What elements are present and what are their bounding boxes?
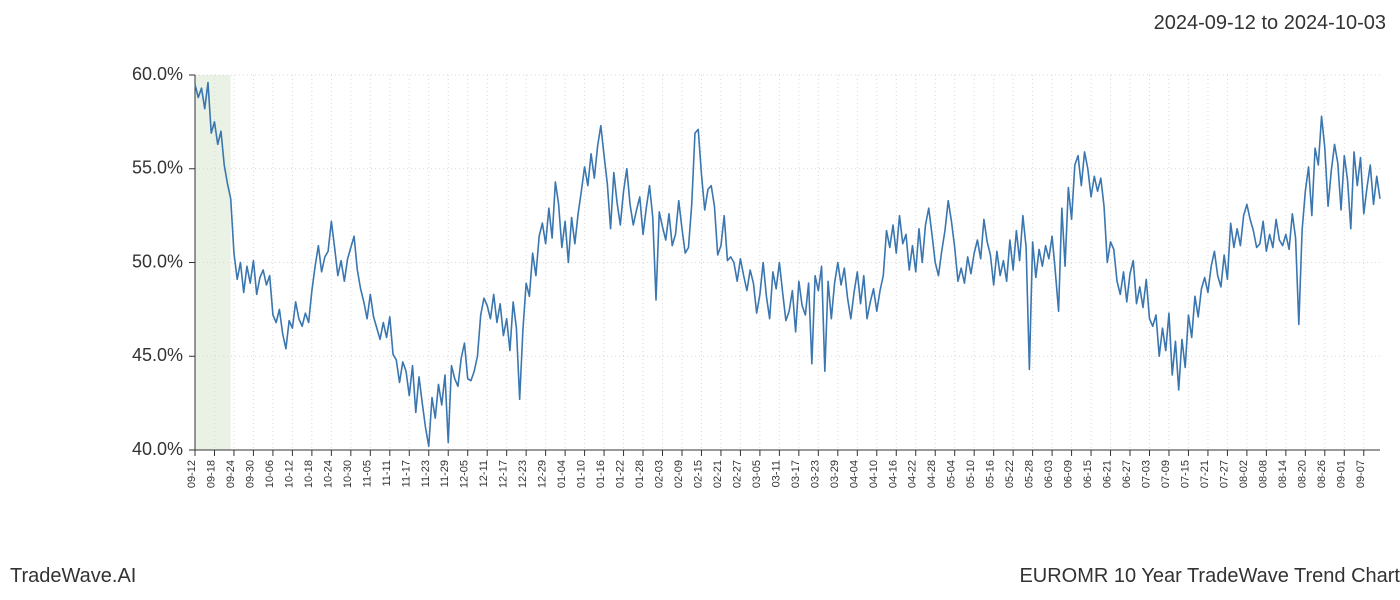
date-range-label: 2024-09-12 to 2024-10-03	[1154, 12, 1386, 35]
svg-text:08-02: 08-02	[1238, 460, 1250, 488]
svg-text:07-03: 07-03	[1140, 460, 1152, 488]
svg-text:08-20: 08-20	[1296, 460, 1308, 488]
svg-text:08-14: 08-14	[1277, 460, 1289, 488]
svg-text:10-30: 10-30	[342, 460, 354, 488]
svg-text:11-29: 11-29	[439, 460, 451, 487]
svg-text:04-04: 04-04	[848, 460, 860, 488]
svg-text:55.0%: 55.0%	[132, 158, 183, 178]
svg-text:09-24: 09-24	[225, 460, 237, 488]
svg-text:05-22: 05-22	[1004, 460, 1016, 488]
svg-text:11-17: 11-17	[400, 460, 412, 487]
svg-text:05-16: 05-16	[985, 460, 997, 488]
svg-text:04-16: 04-16	[887, 460, 899, 488]
svg-text:06-15: 06-15	[1082, 460, 1094, 488]
svg-text:45.0%: 45.0%	[132, 345, 183, 365]
svg-text:40.0%: 40.0%	[132, 439, 183, 459]
svg-text:10-06: 10-06	[264, 460, 276, 488]
svg-text:12-23: 12-23	[517, 460, 529, 488]
svg-text:11-05: 11-05	[361, 460, 373, 487]
svg-text:09-30: 09-30	[244, 460, 256, 488]
svg-text:04-28: 04-28	[926, 460, 938, 488]
svg-text:04-22: 04-22	[907, 460, 919, 488]
svg-text:06-09: 06-09	[1063, 460, 1075, 488]
svg-text:02-15: 02-15	[692, 460, 704, 488]
svg-text:06-03: 06-03	[1043, 460, 1055, 488]
svg-text:01-22: 01-22	[615, 460, 627, 488]
svg-text:12-29: 12-29	[537, 460, 549, 488]
svg-text:01-04: 01-04	[556, 460, 568, 488]
svg-text:01-28: 01-28	[634, 460, 646, 488]
svg-text:08-26: 08-26	[1316, 460, 1328, 488]
svg-text:11-23: 11-23	[420, 460, 432, 487]
svg-text:07-27: 07-27	[1218, 460, 1230, 488]
svg-text:06-21: 06-21	[1102, 460, 1114, 488]
svg-text:02-09: 02-09	[673, 460, 685, 488]
svg-text:09-01: 09-01	[1335, 460, 1347, 488]
svg-text:02-27: 02-27	[731, 460, 743, 488]
svg-text:09-07: 09-07	[1355, 460, 1367, 488]
svg-text:05-28: 05-28	[1024, 460, 1036, 488]
svg-text:02-21: 02-21	[712, 460, 724, 488]
svg-text:11-11: 11-11	[381, 460, 393, 487]
svg-text:01-10: 01-10	[576, 460, 588, 488]
brand-label: TradeWave.AI	[10, 565, 136, 588]
svg-text:03-17: 03-17	[790, 460, 802, 488]
svg-text:10-18: 10-18	[303, 460, 315, 488]
svg-text:05-10: 05-10	[965, 460, 977, 488]
svg-text:04-10: 04-10	[868, 460, 880, 488]
svg-text:07-21: 07-21	[1199, 460, 1211, 488]
svg-text:05-04: 05-04	[946, 460, 958, 488]
svg-text:12-05: 12-05	[459, 460, 471, 488]
svg-text:12-17: 12-17	[498, 460, 510, 488]
svg-text:09-12: 09-12	[186, 460, 198, 488]
svg-text:02-03: 02-03	[654, 460, 666, 488]
svg-text:06-27: 06-27	[1121, 460, 1133, 488]
svg-text:03-11: 03-11	[770, 460, 782, 487]
svg-text:03-05: 03-05	[751, 460, 763, 488]
chart-svg: 40.0% 45.0% 50.0% 55.0% 60.0% 09-12 09-18 09-24…	[0, 50, 1400, 550]
svg-text:03-29: 03-29	[829, 460, 841, 488]
svg-text:10-12: 10-12	[283, 460, 295, 488]
svg-text:03-23: 03-23	[809, 460, 821, 488]
svg-text:50.0%: 50.0%	[132, 251, 183, 271]
svg-text:12-11: 12-11	[478, 460, 490, 487]
trend-chart: 40.0% 45.0% 50.0% 55.0% 60.0% 09-12 09-18 09-24…	[0, 50, 1400, 550]
svg-text:07-15: 07-15	[1179, 460, 1191, 488]
chart-title: EUROMR 10 Year TradeWave Trend Chart	[1019, 565, 1400, 588]
svg-text:60.0%: 60.0%	[132, 64, 183, 84]
svg-text:09-18: 09-18	[205, 460, 217, 488]
svg-text:01-16: 01-16	[595, 460, 607, 488]
svg-text:10-24: 10-24	[322, 460, 334, 488]
svg-text:07-09: 07-09	[1160, 460, 1172, 488]
svg-text:08-08: 08-08	[1257, 460, 1269, 488]
